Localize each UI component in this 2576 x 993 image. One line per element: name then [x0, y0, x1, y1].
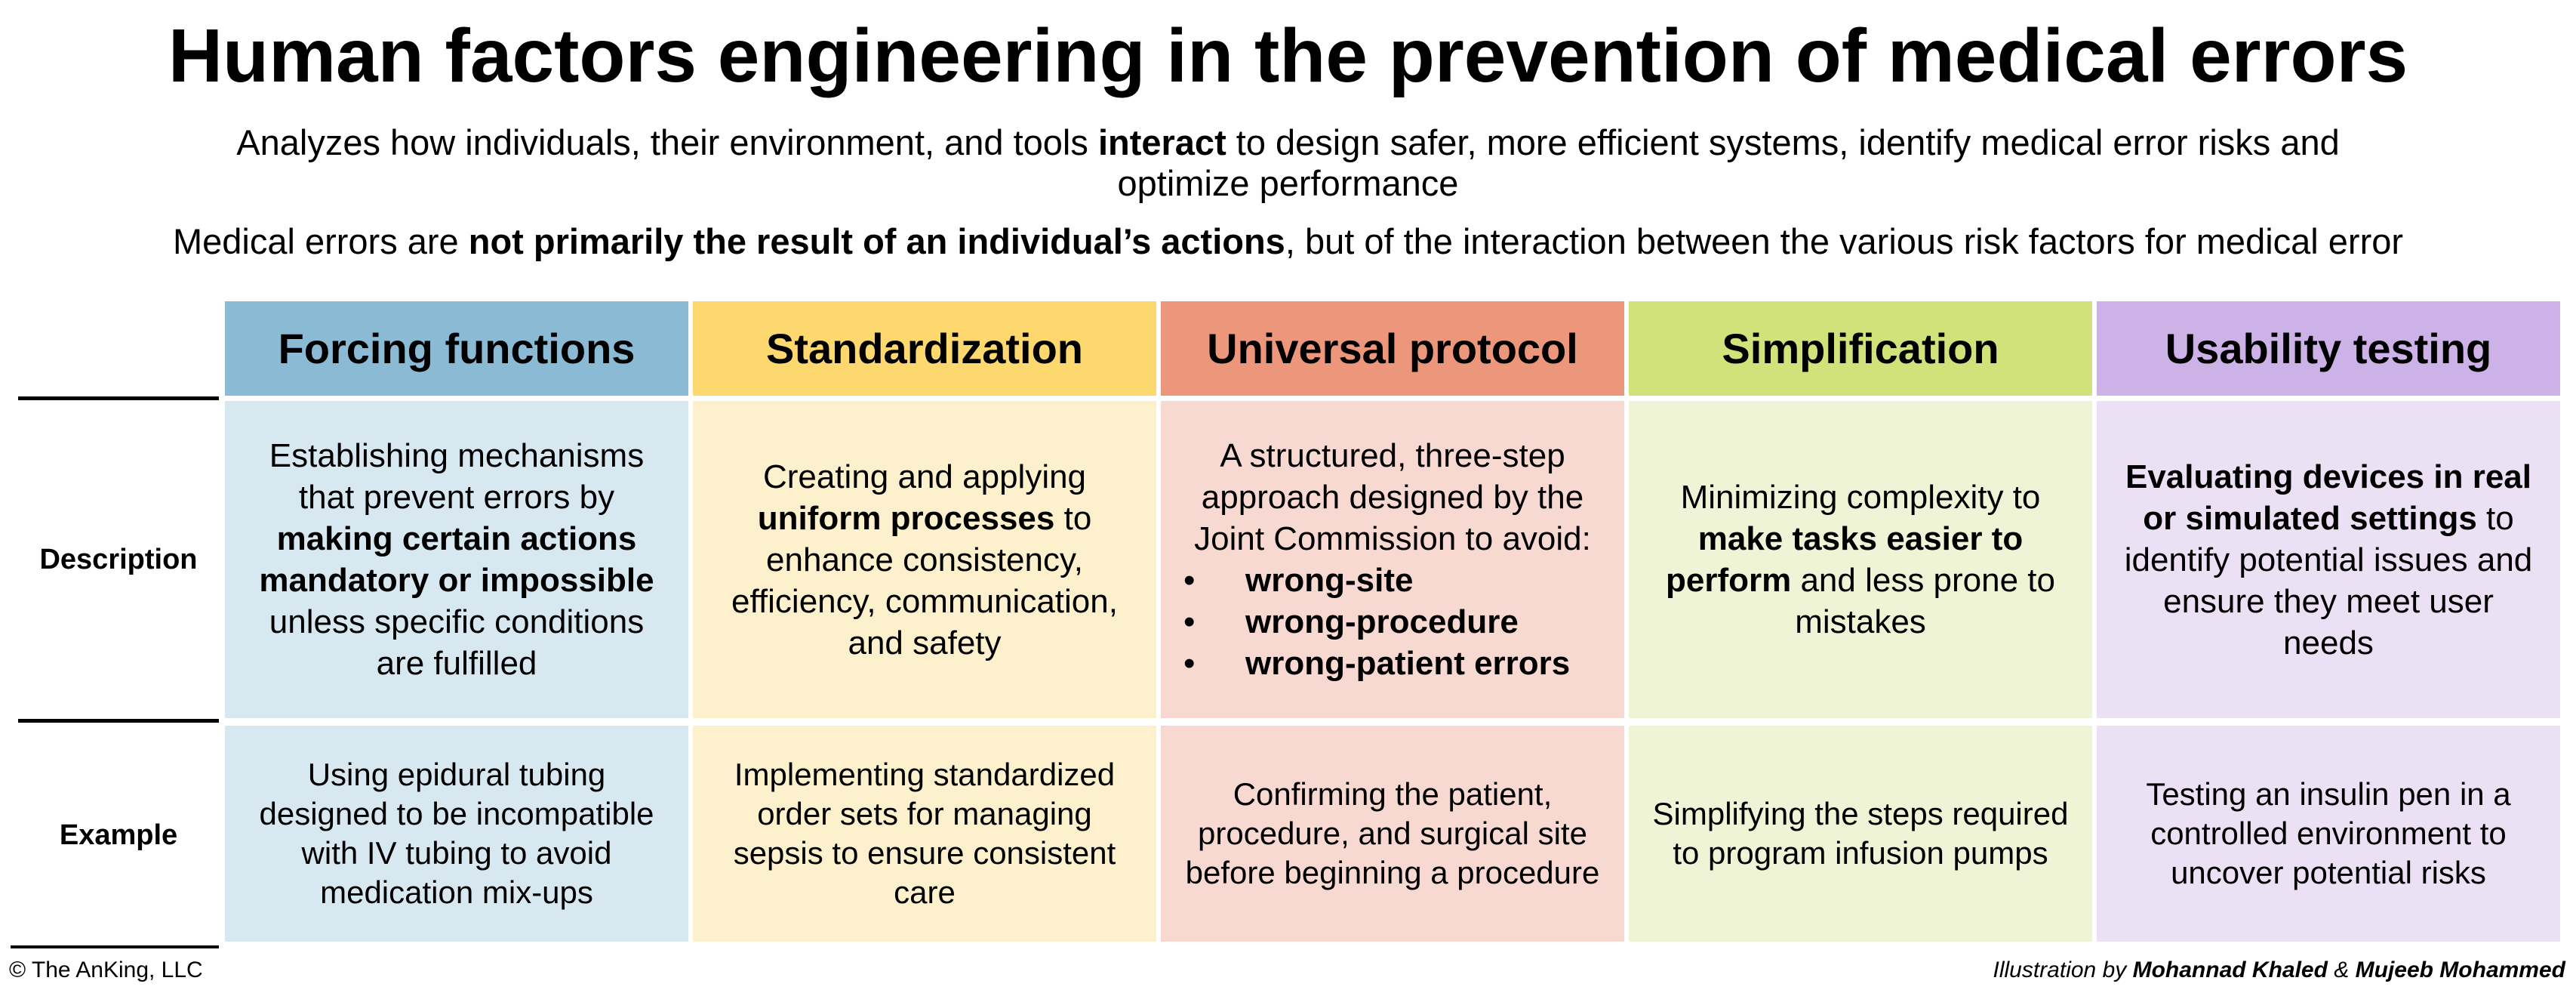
example-universal-protocol: Confirming the patient, procedure, and s… — [1161, 726, 1624, 942]
example-text: Implementing standardized order sets for… — [733, 757, 1116, 910]
example-standardization: Implementing standardized order sets for… — [693, 726, 1156, 942]
row-label-description: Description — [39, 544, 198, 575]
desc-emphasis: uniform processes — [757, 499, 1055, 537]
bullet-item: wrong-procedure — [1182, 601, 1603, 643]
subtitle: Analyzes how individuals, their environm… — [174, 122, 2402, 204]
footer-divider — [11, 945, 219, 948]
page-title: Human factors engineering in the prevent… — [168, 14, 2408, 98]
header-usability-testing: Usability testing — [2097, 301, 2560, 396]
subtitle-secondary: Medical errors are not primarily the res… — [0, 219, 2576, 264]
bullet-item: wrong-site — [1182, 560, 1603, 601]
desc-text-end: to identify potential issues and ensure … — [2124, 499, 2533, 661]
desc-emphasis: make tasks easier to perform — [1665, 520, 2024, 599]
row-divider-top — [18, 396, 219, 400]
subtitle2-text: Medical errors are — [172, 221, 469, 261]
credit-author: Mujeeb Mohammed — [2355, 958, 2565, 982]
row-label-example: Example — [59, 819, 178, 851]
example-text: Confirming the patient, procedure, and s… — [1185, 776, 1600, 890]
desc-standardization: Creating and applying uniform processes … — [693, 401, 1156, 718]
example-text: Testing an insulin pen in a controlled e… — [2146, 776, 2511, 890]
desc-text-end: and less prone to mistakes — [1791, 562, 2056, 640]
example-text: Using epidural tubing designed to be inc… — [259, 757, 654, 910]
desc-universal-protocol: A structured, three-step approach design… — [1161, 401, 1624, 718]
desc-text: Establishing mechanisms that prevent err… — [269, 437, 645, 516]
desc-usability-testing: Evaluating devices in real or simulated … — [2097, 401, 2560, 718]
desc-intro: A structured, three-step approach design… — [1194, 437, 1591, 557]
desc-forcing-functions: Establishing mechanisms that prevent err… — [225, 401, 688, 718]
desc-text: Creating and applying — [762, 458, 1087, 495]
header-standardization: Standardization — [693, 301, 1156, 396]
subtitle2-emphasis: not primarily the result of an individua… — [468, 221, 1285, 261]
subtitle-emphasis: interact — [1097, 122, 1226, 162]
credit-amp: & — [2327, 958, 2356, 982]
desc-text: Minimizing complexity to — [1680, 479, 2041, 516]
bullet-list: wrong-site wrong-procedure wrong-patient… — [1182, 560, 1603, 684]
desc-emphasis: making certain actions mandatory or impo… — [259, 520, 654, 599]
desc-emphasis: Evaluating devices in real or simulated … — [2125, 458, 2531, 537]
credit-prefix: Illustration by — [1993, 958, 2133, 982]
header-universal-protocol: Universal protocol — [1161, 301, 1624, 396]
subtitle-text-end: to design safer, more efficient systems,… — [1117, 122, 2340, 203]
credit-author: Mohannad Khaled — [2132, 958, 2328, 982]
desc-text-end: unless specific conditions are fulfilled — [269, 603, 645, 682]
subtitle2-text-end: , but of the interaction between the var… — [1285, 221, 2404, 261]
copyright-notice: © The AnKing, LLC — [9, 958, 203, 982]
example-usability-testing: Testing an insulin pen in a controlled e… — [2097, 726, 2560, 942]
desc-text-end: to enhance consistency, efficiency, comm… — [731, 499, 1118, 661]
example-text: Simplifying the steps required to progra… — [1652, 796, 2069, 871]
row-divider-middle — [18, 719, 219, 723]
example-forcing-functions: Using epidural tubing designed to be inc… — [225, 726, 688, 942]
illustration-credit: Illustration by Mohannad Khaled & Mujeeb… — [1993, 956, 2566, 985]
header-simplification: Simplification — [1629, 301, 2092, 396]
example-simplification: Simplifying the steps required to progra… — [1629, 726, 2092, 942]
header-forcing-functions: Forcing functions — [225, 301, 688, 396]
subtitle-text: Analyzes how individuals, their environm… — [236, 122, 1098, 162]
desc-simplification: Minimizing complexity to make tasks easi… — [1629, 401, 2092, 718]
bullet-item: wrong-patient errors — [1182, 643, 1603, 684]
